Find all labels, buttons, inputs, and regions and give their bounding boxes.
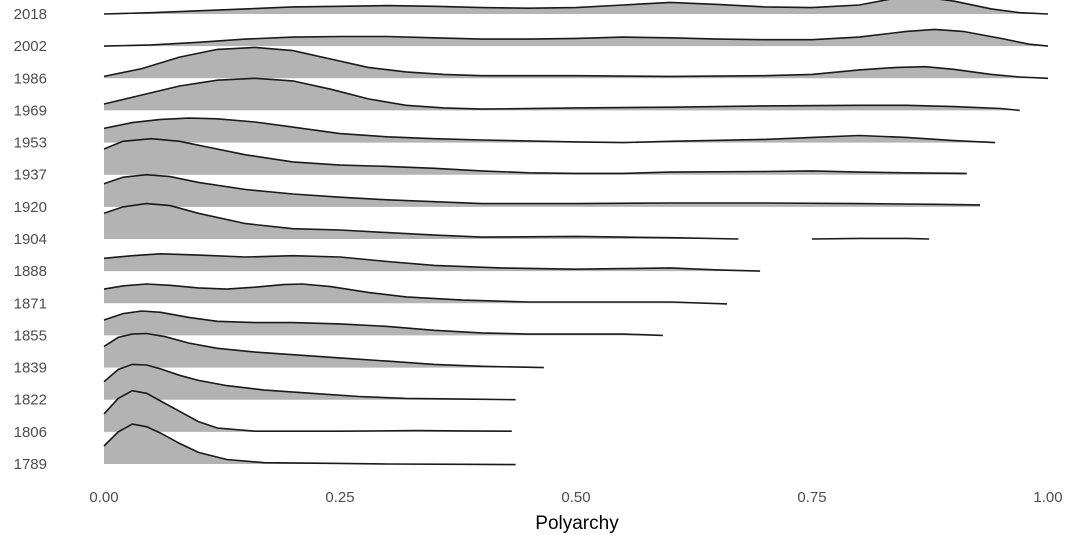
ridge-line-1920 <box>103 173 981 206</box>
ridge-line-1986 <box>103 46 1049 80</box>
x-axis-ticks: 0.00 0.25 0.50 0.75 1.00 <box>89 489 1062 506</box>
y-tick-label-1888: 1888 <box>14 263 47 280</box>
ridge-1904 <box>103 202 930 240</box>
ridge-line-2002 <box>103 28 1049 47</box>
y-tick-label-1920: 1920 <box>14 199 47 216</box>
ridge-fill-1888 <box>104 253 761 272</box>
ridge-1920 <box>103 173 981 207</box>
y-tick-label-1871: 1871 <box>14 295 47 312</box>
x-tick-label-0.75: 0.75 <box>797 489 826 506</box>
ridge-fill-1855 <box>104 311 663 336</box>
ridge-1937 <box>103 137 967 175</box>
y-tick-label-1937: 1937 <box>14 167 47 184</box>
ridge-line-2018 <box>103 0 1049 15</box>
ridge-fill-1904 <box>104 203 739 239</box>
ridge-line-1953 <box>103 117 996 144</box>
ridge-1855 <box>103 310 663 337</box>
ridge-fill-1969 <box>104 78 1020 111</box>
ridge-2018 <box>103 0 1049 15</box>
ridge-line-1937 <box>103 137 967 175</box>
ridge-fill-2002 <box>104 29 1048 47</box>
ridge-2002 <box>103 28 1049 47</box>
ridge-1969 <box>103 77 1020 112</box>
y-tick-label-1953: 1953 <box>14 135 47 152</box>
ridge-line-1871 <box>103 283 728 305</box>
y-tick-label-1806: 1806 <box>14 424 47 441</box>
ridge-line-1904-1 <box>811 237 930 240</box>
ridge-1888 <box>103 252 761 272</box>
ridge-line-1806 <box>103 389 512 432</box>
ridge-line-1855 <box>103 310 663 337</box>
x-tick-label-0.00: 0.00 <box>89 489 118 506</box>
x-tick-label-0.50: 0.50 <box>561 489 590 506</box>
ridge-1986 <box>103 46 1049 80</box>
ridge-line-1904 <box>103 202 739 240</box>
ridge-fill-1839 <box>104 333 544 368</box>
ridge-1822 <box>103 363 516 401</box>
ridge-fill-1789 <box>104 424 516 465</box>
ridge-fill-1920 <box>104 174 980 207</box>
x-tick-label-0.25: 0.25 <box>325 489 354 506</box>
y-tick-label-1855: 1855 <box>14 327 47 344</box>
y-tick-label-1986: 1986 <box>14 70 47 87</box>
x-axis-title: Polyarchy <box>535 513 619 534</box>
y-tick-label-1839: 1839 <box>14 360 47 377</box>
ridge-fill-1953 <box>104 118 996 143</box>
x-tick-label-1.00: 1.00 <box>1033 489 1062 506</box>
ridge-1789 <box>103 423 516 466</box>
ridge-fill-2018 <box>104 0 1048 14</box>
y-tick-label-1822: 1822 <box>14 392 47 409</box>
ridge-fill-1871 <box>104 284 727 304</box>
ridge-fill-1822 <box>104 364 516 400</box>
ridge-line-1888 <box>103 252 761 272</box>
y-axis-labels: 2018 2002 1986 1969 1953 1937 1920 1904 1888 1871… <box>14 6 47 473</box>
y-tick-label-1969: 1969 <box>14 102 47 119</box>
y-tick-label-2002: 2002 <box>14 38 47 55</box>
ridgelines <box>103 0 1049 466</box>
ridge-line-1969 <box>103 77 1020 112</box>
ridge-1839 <box>103 332 544 369</box>
ridge-1953 <box>103 117 996 144</box>
ridge-line-1789 <box>103 423 516 466</box>
ridge-fill-1986 <box>104 47 1048 79</box>
ridge-line-1839 <box>103 332 544 369</box>
y-tick-label-1904: 1904 <box>14 231 47 248</box>
y-tick-label-2018: 2018 <box>14 6 47 23</box>
ridge-1871 <box>103 283 728 305</box>
ridge-line-1822 <box>103 363 516 401</box>
ridge-fill-1937 <box>104 138 967 175</box>
y-tick-label-1789: 1789 <box>14 456 47 473</box>
